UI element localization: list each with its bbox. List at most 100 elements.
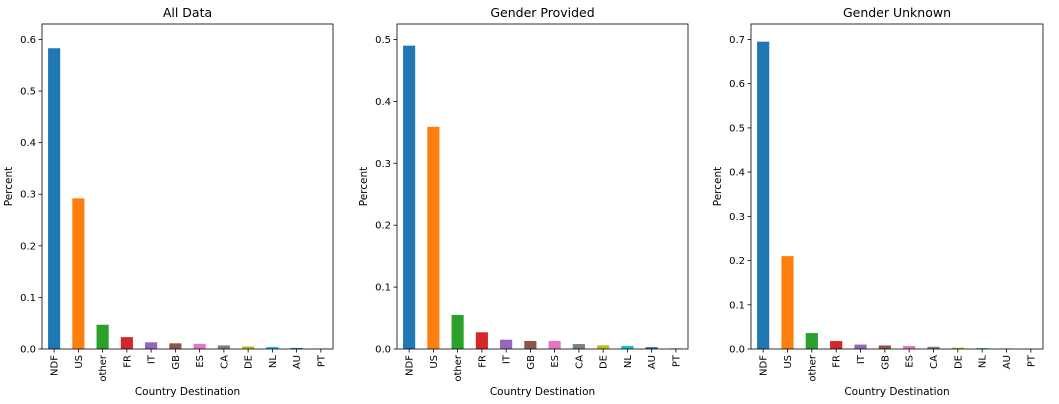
bar-fr bbox=[475, 332, 488, 349]
y-tick-label: 0.4 bbox=[375, 97, 391, 108]
bar-other bbox=[805, 333, 818, 349]
y-tick-label: 0.2 bbox=[729, 256, 745, 267]
y-tick-label: 0.1 bbox=[375, 283, 391, 294]
bar-us bbox=[427, 126, 440, 349]
bar-es bbox=[193, 343, 206, 349]
bar-ca bbox=[572, 344, 585, 349]
bar-de bbox=[242, 346, 255, 349]
y-tick-label: 0.2 bbox=[375, 221, 391, 232]
plot-frame bbox=[750, 23, 1044, 350]
x-tick-label: NL bbox=[623, 355, 634, 368]
x-tick-label: CA bbox=[574, 355, 585, 369]
x-tick-label: AU bbox=[647, 355, 658, 369]
bar-it bbox=[145, 342, 158, 349]
x-tick-label: FR bbox=[122, 355, 133, 368]
y-axis-label: Percent bbox=[712, 167, 724, 207]
y-tick-label: 0.1 bbox=[729, 300, 745, 311]
x-tick-label: CA bbox=[219, 355, 230, 369]
chart-panel-2: Gender Provided NDF US other FR IT GB ES CA DE NL A… bbox=[358, 5, 689, 398]
y-tick-label: 0.0 bbox=[729, 345, 745, 356]
bar-ca bbox=[217, 345, 230, 349]
y-tick-label: 0.3 bbox=[729, 212, 745, 223]
bar-ndf bbox=[403, 45, 416, 350]
bar-fr bbox=[120, 337, 133, 349]
y-tick-label: 0.6 bbox=[729, 79, 745, 90]
bar-es bbox=[548, 340, 561, 349]
x-tick-label: other bbox=[453, 354, 464, 382]
y-tick-label: 0.6 bbox=[20, 35, 36, 46]
y-tick-label: 0.3 bbox=[375, 159, 391, 170]
x-tick-label: other bbox=[98, 354, 109, 382]
chart-title: Gender Provided bbox=[490, 5, 594, 20]
x-tick-label: GB bbox=[526, 355, 537, 370]
x-axis-label: Country Destination bbox=[490, 386, 595, 398]
x-tick-label: NL bbox=[978, 355, 989, 368]
y-tick-label: 0.1 bbox=[20, 293, 36, 304]
x-tick-label: US bbox=[429, 355, 440, 369]
bar-de bbox=[951, 347, 964, 349]
x-tick-label: NDF bbox=[50, 355, 61, 376]
y-tick-label: 0.4 bbox=[729, 168, 745, 179]
bar-au bbox=[645, 347, 658, 349]
y-tick-label: 0.5 bbox=[729, 123, 745, 134]
x-tick-label: GB bbox=[171, 355, 182, 370]
bar-us bbox=[72, 198, 85, 349]
chart-panel-3: Gender Unknown NDF US other FR IT GB ES CA DE NL AU… bbox=[712, 5, 1044, 398]
x-tick-label: PT bbox=[1026, 354, 1037, 367]
x-tick-label: IT bbox=[856, 354, 867, 364]
x-tick-label: ES bbox=[550, 355, 561, 368]
x-tick-label: NL bbox=[268, 355, 279, 368]
x-tick-label: other bbox=[807, 354, 818, 382]
x-tick-label: DE bbox=[953, 355, 964, 369]
chart-title: Gender Unknown bbox=[843, 5, 951, 20]
chart-panel-1: All Data NDF US other FR IT GB ES CA DE NL AU PT 0.0 0… bbox=[3, 5, 334, 398]
x-tick-label: NDF bbox=[405, 355, 416, 376]
x-tick-label: DE bbox=[244, 355, 255, 369]
x-tick-label: US bbox=[74, 355, 85, 369]
x-axis-label: Country Destination bbox=[844, 386, 949, 398]
bar-fr bbox=[830, 341, 843, 349]
bar-gb bbox=[169, 343, 182, 349]
chart-title: All Data bbox=[163, 5, 212, 20]
bar-it bbox=[500, 339, 513, 349]
bar-nl bbox=[266, 346, 279, 349]
bar-nl bbox=[621, 345, 634, 349]
x-tick-label: IT bbox=[502, 354, 513, 364]
y-tick-label: 0.5 bbox=[375, 35, 391, 46]
bar-ca bbox=[927, 346, 940, 349]
plot-frame bbox=[396, 23, 689, 350]
x-tick-label: FR bbox=[477, 355, 488, 368]
x-tick-label: FR bbox=[832, 355, 843, 368]
bar-ndf bbox=[48, 48, 61, 349]
plot-frame bbox=[41, 23, 334, 350]
y-tick-label: 0.3 bbox=[20, 190, 36, 201]
x-tick-label: ES bbox=[195, 355, 206, 368]
bar-nl bbox=[976, 348, 989, 349]
bar-ndf bbox=[757, 41, 770, 349]
y-tick-label: 0.2 bbox=[20, 241, 36, 252]
x-tick-label: US bbox=[783, 355, 794, 369]
x-tick-label: PT bbox=[671, 354, 682, 367]
y-tick-label: 0.7 bbox=[729, 35, 745, 46]
x-tick-label: DE bbox=[599, 355, 610, 369]
y-axis-label: Percent bbox=[358, 167, 370, 207]
x-tick-label: GB bbox=[880, 355, 891, 370]
bar-it bbox=[854, 344, 867, 349]
x-tick-label: CA bbox=[929, 355, 940, 369]
x-tick-label: NDF bbox=[759, 355, 770, 376]
y-tick-label: 0.5 bbox=[20, 87, 36, 98]
bar-us bbox=[781, 256, 794, 349]
bar-es bbox=[903, 345, 916, 349]
y-tick-label: 0.4 bbox=[20, 138, 36, 149]
x-tick-label: ES bbox=[905, 355, 916, 368]
x-tick-label: PT bbox=[316, 354, 327, 367]
y-tick-label: 0.0 bbox=[375, 345, 391, 356]
y-axis-label: Percent bbox=[3, 167, 15, 207]
y-tick-label: 0.0 bbox=[20, 345, 36, 356]
x-tick-label: AU bbox=[1002, 355, 1013, 369]
bar-au bbox=[290, 347, 303, 349]
bar-gb bbox=[878, 345, 891, 349]
bar-other bbox=[96, 324, 109, 349]
x-tick-label: IT bbox=[147, 354, 158, 364]
